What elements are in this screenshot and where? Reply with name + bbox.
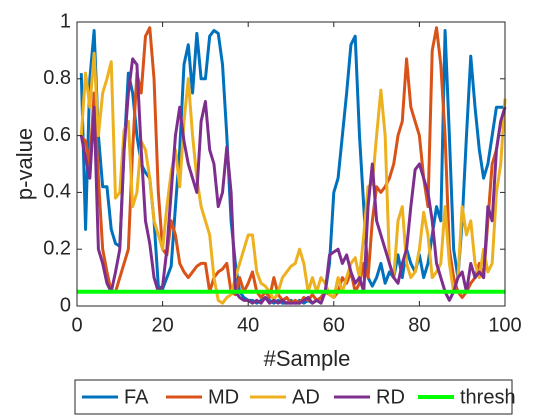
- x-tick-label: 40: [237, 314, 259, 336]
- legend-label: thresh: [460, 386, 516, 408]
- legend-label: FA: [124, 386, 149, 408]
- x-tick-label: 0: [71, 314, 82, 336]
- y-tick-label: 0.6: [43, 124, 71, 146]
- y-tick-label: 1: [60, 10, 71, 32]
- x-tick-label: 80: [408, 314, 430, 336]
- legend-label: AD: [292, 386, 320, 408]
- legend-label: RD: [376, 386, 405, 408]
- legend-label: MD: [208, 386, 239, 408]
- y-tick-label: 0.4: [43, 181, 71, 203]
- x-tick-label: 60: [323, 314, 345, 336]
- x-tick-label: 20: [151, 314, 173, 336]
- y-axis-label: p-value: [12, 128, 37, 200]
- axes-box: [76, 21, 506, 307]
- y-tick-label: 0.8: [43, 67, 71, 89]
- x-axis-label: #Sample: [264, 346, 351, 371]
- x-tick-label: 100: [488, 314, 521, 336]
- line-ad: [79, 51, 507, 305]
- y-tick-label: 0: [60, 294, 71, 316]
- y-tick-label: 0.2: [43, 237, 71, 259]
- line-rd: [79, 57, 507, 305]
